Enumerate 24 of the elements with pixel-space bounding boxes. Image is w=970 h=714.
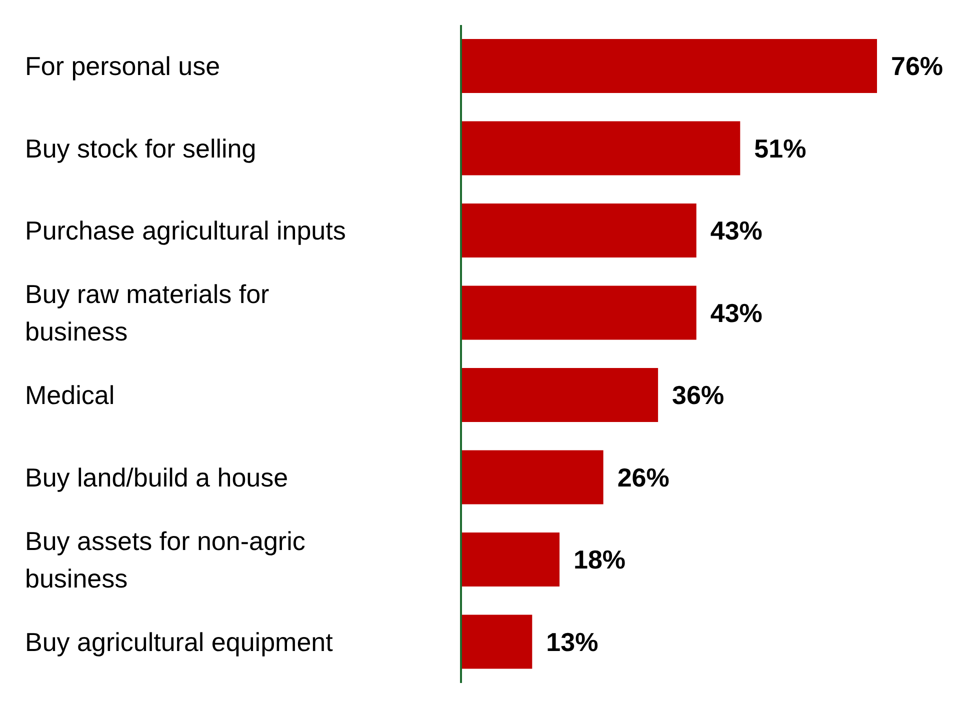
y-tick-label: Buy raw materials for business [25, 279, 270, 347]
y-tick-label: Medical [25, 380, 115, 410]
data-label: 43% [710, 298, 762, 328]
y-tick-label: Buy stock for selling [25, 133, 256, 164]
data-label: 43% [710, 216, 762, 246]
bar [461, 39, 877, 93]
bar [461, 121, 740, 176]
data-label: 51% [754, 133, 806, 164]
bar [461, 532, 560, 586]
bar [461, 204, 696, 258]
bar [461, 286, 696, 340]
bar [461, 368, 658, 422]
data-label: 13% [546, 626, 598, 657]
data-label: 76% [891, 51, 944, 81]
y-tick-label: For personal use [25, 51, 220, 82]
data-label: 18% [574, 544, 626, 574]
y-tick-label: Buy agricultural equipment [25, 626, 334, 657]
bar [461, 450, 604, 504]
y-tick-label: Purchase agricultural inputs [25, 216, 346, 246]
y-tick-label: Buy assets for non-agric business [25, 526, 306, 594]
data-label: 26% [617, 462, 670, 492]
bar [461, 614, 532, 669]
y-tick-label: Buy land/build a house [25, 462, 288, 492]
data-label: 36% [672, 380, 724, 410]
